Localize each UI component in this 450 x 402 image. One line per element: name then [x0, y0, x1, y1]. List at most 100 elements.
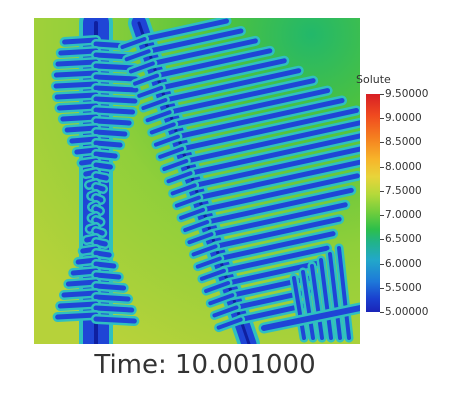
dendrite-arm — [58, 48, 99, 56]
dendrite-arm — [56, 103, 99, 111]
colorbar-tick-label: 5.5000 — [385, 281, 422, 294]
colorbar-tick — [380, 142, 384, 144]
colorbar-tick-label: 6.0000 — [385, 257, 422, 270]
dendrite-arm — [93, 151, 118, 159]
dendrite-arm — [153, 134, 180, 147]
dendrite-arm — [158, 58, 287, 91]
colorbar-tick — [380, 215, 384, 217]
dendrite-arm — [60, 114, 99, 122]
dendrite-arm — [158, 146, 185, 159]
dendrite-arm — [187, 133, 360, 176]
dendrite-arm — [93, 173, 109, 181]
dendrite-arm — [212, 305, 239, 318]
dendrite-arm — [70, 268, 99, 276]
dendrite-arm — [337, 246, 351, 340]
dendrite-arm — [93, 272, 122, 280]
dendrite-arm — [183, 220, 210, 233]
dendrite-arm — [217, 231, 336, 262]
dendrite-arm — [142, 18, 229, 42]
dendrite-arm — [64, 125, 99, 133]
dendrite-arm — [93, 140, 123, 148]
dendrite-arm — [124, 49, 151, 62]
colorbar-tick — [380, 312, 384, 313]
dendrite-arm — [93, 96, 138, 104]
dendrite-arm — [133, 73, 160, 86]
colorbar-tick-label: 8.0000 — [385, 160, 422, 173]
dendrite-arm — [93, 206, 103, 214]
dendrite-arm — [196, 159, 360, 201]
colorbar-tick — [380, 166, 384, 168]
dendrite-arm — [145, 110, 172, 123]
dendrite-arm — [166, 171, 193, 184]
dendrite-arm — [54, 92, 99, 100]
dendrite-arm — [171, 88, 331, 127]
dendrite-arm — [55, 59, 99, 67]
dendrite-arm — [221, 245, 330, 274]
dendrite-arm — [93, 250, 112, 258]
dendrite-arm — [175, 98, 345, 140]
colorbar-tick — [380, 263, 384, 265]
dendrite-arm — [179, 207, 206, 220]
dendrite-arm — [93, 305, 135, 313]
colorbar-gradient — [366, 94, 380, 312]
dendrite-arm — [174, 195, 201, 208]
dendrite-arm — [179, 107, 359, 152]
dendrite-arm — [57, 301, 99, 309]
dendrite-arm — [213, 216, 342, 249]
dendrite-arm — [128, 61, 155, 74]
dendrite-arm — [167, 78, 316, 115]
dendrite-arm — [93, 283, 127, 291]
colorbar-tick — [380, 287, 384, 289]
dendrite-arm — [162, 159, 189, 172]
dendrite-arm — [292, 276, 306, 340]
dendrite-arm — [93, 184, 106, 192]
dendrite-arm — [93, 118, 132, 126]
dendrite-arm — [208, 202, 348, 237]
dendrite-arm — [192, 146, 360, 188]
dendrite-arm — [204, 187, 354, 225]
dendrite-arm — [93, 63, 137, 71]
dendrite-arm — [69, 136, 99, 144]
dendrite-arm — [204, 281, 231, 294]
dendrite-arm — [319, 258, 333, 340]
dendrite-arm — [61, 290, 99, 298]
dendrite-arm — [137, 85, 164, 98]
dendrite-arm — [225, 260, 324, 286]
colorbar-tick-label: 8.5000 — [385, 136, 422, 149]
colorbar-tick-label: 9.50000 — [385, 88, 429, 100]
colorbar-tick — [380, 94, 384, 95]
dendrite-arm — [93, 129, 128, 137]
dendrite-arm — [93, 294, 131, 302]
dendrite-arm — [141, 98, 168, 111]
dendrite-arm — [93, 107, 136, 115]
dendrite-arm — [261, 305, 360, 331]
colorbar-tick — [380, 118, 384, 120]
dendrite-arm — [310, 264, 324, 340]
dendrite-arm — [53, 81, 99, 89]
dendrite-arm — [62, 37, 99, 45]
dendrite-arm — [301, 270, 315, 340]
colorbar-tick-label: 9.0000 — [385, 112, 422, 125]
dendrite-arm — [93, 261, 117, 269]
dendrite-arm — [93, 217, 104, 225]
dendrite-arm — [93, 162, 113, 170]
dendrite-arm — [93, 239, 108, 247]
dendrite-arm — [93, 316, 137, 324]
colorbar-tick-label: 6.5000 — [385, 233, 422, 246]
colorbar-tick-label: 7.5000 — [385, 184, 422, 197]
dendrite-arm — [154, 48, 273, 79]
dendrite-arm — [238, 303, 306, 323]
dendrite-arm — [53, 70, 99, 78]
colorbar-tick — [380, 239, 384, 241]
dendrite-arm — [150, 38, 258, 66]
dendrite-arm — [93, 85, 139, 93]
colorbar-tick — [380, 190, 384, 192]
colorbar-title: Solute — [356, 73, 391, 86]
time-label: Time: 10.001000 — [94, 350, 316, 380]
dendrite-arm — [183, 120, 360, 164]
dendrite-arm — [120, 37, 147, 50]
colorbar-tick-label: 5.00000 — [385, 306, 429, 318]
dendrite-arm — [208, 293, 235, 306]
dendrite-arm — [328, 252, 342, 340]
dendrite-arm — [93, 195, 104, 203]
